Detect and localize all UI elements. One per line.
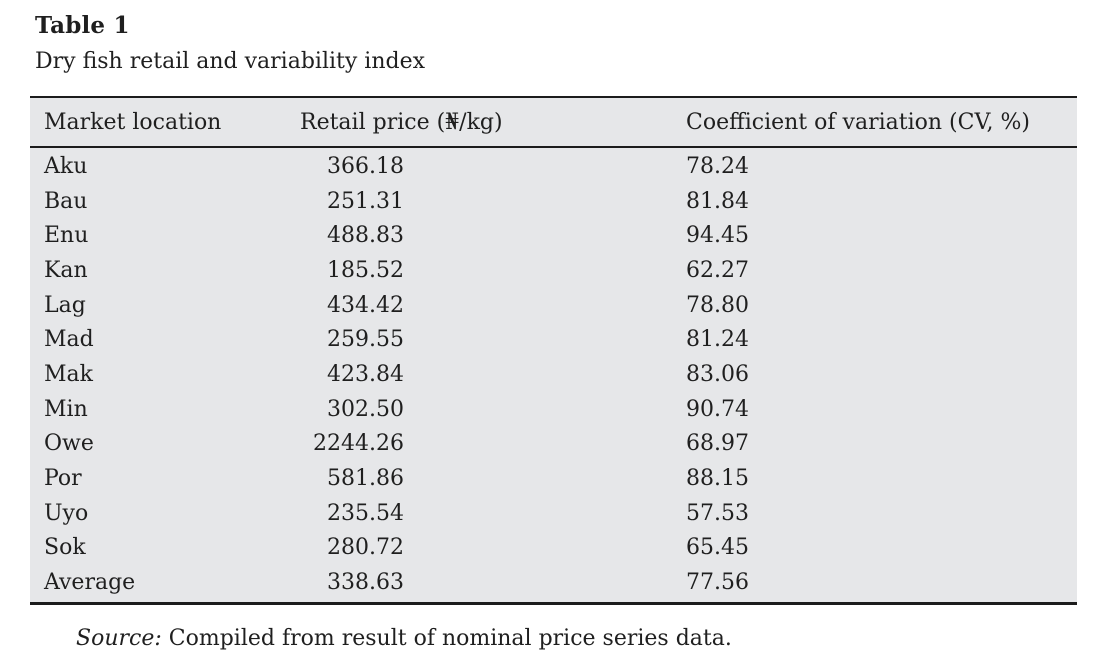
table-row: Lag 434.42 78.80 [30, 288, 1077, 323]
market-location-cell: Aku [44, 153, 88, 179]
cv-cell: 88.15 [686, 466, 749, 492]
market-location-cell: Mak [44, 361, 93, 387]
retail-price-cell: 581.86 [327, 466, 404, 492]
source-label: Source: [76, 626, 162, 651]
cv-cell: 83.06 [686, 361, 749, 387]
table-row: Aku 366.18 78.24 [30, 149, 1077, 184]
cv-cell: 78.80 [686, 292, 749, 318]
retail-price-cell: 251.31 [327, 188, 404, 214]
market-location-cell: Kan [44, 257, 88, 283]
market-location-cell: Uyo [44, 500, 89, 526]
market-location-cell: Sok [44, 535, 86, 561]
retail-price-cell: 2244.26 [313, 431, 404, 457]
table-row: Mad 259.55 81.24 [30, 322, 1077, 357]
retail-price-cell: 185.52 [327, 257, 404, 283]
table-caption: Dry fish retail and variability index [35, 49, 426, 74]
table-body: Aku 366.18 78.24 Bau 251.31 81.84 Enu 48… [30, 148, 1077, 602]
cv-cell: 57.53 [686, 500, 749, 526]
retail-price-cell: 280.72 [327, 535, 404, 561]
market-location-cell: Por [44, 466, 82, 492]
cv-cell: 81.84 [686, 188, 749, 214]
table-label: Table 1 [35, 12, 130, 39]
data-table: Market location Retail price (₦/kg) Coef… [30, 96, 1077, 605]
retail-price-cell: 423.84 [327, 361, 404, 387]
table-row-average: Average 338.63 77.56 [30, 565, 1077, 600]
table-row: Uyo 235.54 57.53 [30, 496, 1077, 531]
retail-price-cell: 259.55 [327, 327, 404, 353]
cv-cell: 90.74 [686, 396, 749, 422]
table-row: Sok 280.72 65.45 [30, 531, 1077, 566]
retail-price-cell: 302.50 [327, 396, 404, 422]
market-location-cell: Min [44, 396, 88, 422]
table-row: Mak 423.84 83.06 [30, 357, 1077, 392]
table-row: Kan 185.52 62.27 [30, 253, 1077, 288]
market-location-cell: Owe [44, 431, 94, 457]
cv-cell: 81.24 [686, 327, 749, 353]
table-row: Por 581.86 88.15 [30, 461, 1077, 496]
market-location-cell: Average [44, 570, 136, 596]
cv-cell: 68.97 [686, 431, 749, 457]
column-header-market-location: Market location [44, 109, 222, 135]
market-location-cell: Mad [44, 327, 94, 353]
retail-price-cell: 338.63 [327, 570, 404, 596]
cv-cell: 94.45 [686, 223, 749, 249]
table-row: Min 302.50 90.74 [30, 392, 1077, 427]
table-row: Owe 2244.26 68.97 [30, 427, 1077, 462]
table-row: Bau 251.31 81.84 [30, 184, 1077, 219]
retail-price-cell: 366.18 [327, 153, 404, 179]
table-row: Enu 488.83 94.45 [30, 218, 1077, 253]
cv-cell: 62.27 [686, 257, 749, 283]
cv-cell: 78.24 [686, 153, 749, 179]
source-note: Source: Compiled from result of nominal … [76, 626, 732, 651]
retail-price-cell: 434.42 [327, 292, 404, 318]
source-text: Compiled from result of nominal price se… [161, 626, 732, 651]
market-location-cell: Lag [44, 292, 86, 318]
table-header-row: Market location Retail price (₦/kg) Coef… [30, 98, 1077, 148]
cv-cell: 65.45 [686, 535, 749, 561]
retail-price-cell: 488.83 [327, 223, 404, 249]
column-header-coefficient-of-variation: Coefficient of variation (CV, %) [686, 109, 1030, 135]
retail-price-cell: 235.54 [327, 500, 404, 526]
market-location-cell: Enu [44, 223, 89, 249]
cv-cell: 77.56 [686, 570, 749, 596]
market-location-cell: Bau [44, 188, 88, 214]
column-header-retail-price: Retail price (₦/kg) [300, 109, 503, 135]
